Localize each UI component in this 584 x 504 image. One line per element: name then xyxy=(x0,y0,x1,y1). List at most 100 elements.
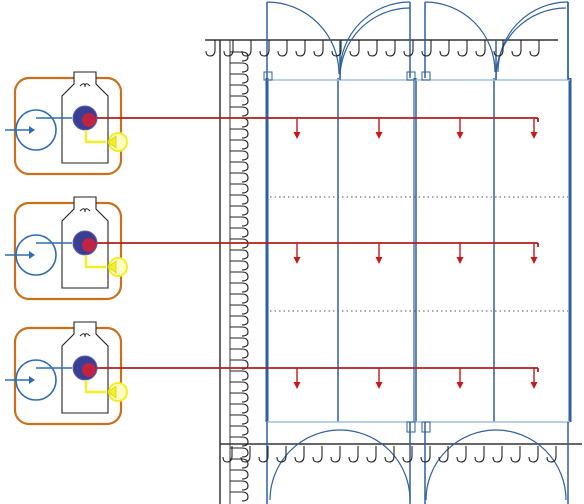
unit-group xyxy=(5,71,128,426)
hook-icon xyxy=(294,446,305,463)
hook-icon xyxy=(230,227,249,238)
hook-icon xyxy=(230,183,249,194)
hook-icon xyxy=(529,40,540,57)
hook-icon xyxy=(230,51,249,62)
dropper xyxy=(530,368,538,389)
fan-duct xyxy=(84,130,106,144)
arrow-down-icon xyxy=(375,257,383,264)
arrow-down-icon xyxy=(530,382,538,389)
door-swing xyxy=(497,1,569,73)
supply-lines xyxy=(97,117,539,389)
hook-icon xyxy=(366,446,377,463)
dropper xyxy=(530,118,538,139)
blower-arrow xyxy=(107,135,117,149)
hook-icon xyxy=(230,139,249,150)
hook-icon xyxy=(230,381,249,392)
door-swing-bottom xyxy=(425,429,497,501)
dropper xyxy=(375,118,383,139)
dropper xyxy=(293,243,301,264)
hook-icon xyxy=(330,446,341,463)
hook-rows xyxy=(205,40,557,502)
hook-icon xyxy=(230,337,249,348)
arrow-right-icon xyxy=(29,126,35,134)
hook-icon xyxy=(546,446,557,463)
hook-icon xyxy=(230,414,249,425)
hook-icon xyxy=(230,370,249,381)
blower-arrow xyxy=(107,260,117,274)
hook-icon xyxy=(230,117,249,128)
dropper xyxy=(293,368,301,389)
hook-icon xyxy=(230,458,249,469)
hook-icon xyxy=(230,172,249,183)
hook-icon xyxy=(474,446,485,463)
hook-icon xyxy=(205,40,216,57)
fan-icon xyxy=(79,83,91,88)
door-bracket xyxy=(263,71,273,81)
hook-icon xyxy=(493,40,504,57)
hook-icon xyxy=(240,446,251,463)
arrow-down-icon xyxy=(375,382,383,389)
hook-icon xyxy=(230,447,249,458)
dropper xyxy=(456,118,464,139)
hook-icon xyxy=(384,446,395,463)
door-bracket xyxy=(421,71,431,81)
fan-icon xyxy=(79,333,91,338)
fan-duct xyxy=(84,255,106,269)
dropper xyxy=(456,243,464,264)
arrow-down-icon xyxy=(456,382,464,389)
arrow-right-icon xyxy=(29,376,35,384)
hook-icon xyxy=(439,40,450,57)
hook-icon xyxy=(230,436,249,447)
hook-icon xyxy=(348,446,359,463)
hook-icon xyxy=(457,40,468,57)
hook-icon xyxy=(230,403,249,414)
hook-icon xyxy=(230,392,249,403)
hook-icon xyxy=(230,425,249,436)
hook-icon xyxy=(312,446,323,463)
hook-icon xyxy=(230,95,249,106)
door-swing-bottom xyxy=(495,429,567,501)
dropper xyxy=(456,368,464,389)
dropper xyxy=(293,118,301,139)
hook-icon xyxy=(259,40,270,57)
hook-icon xyxy=(456,446,467,463)
hook-icon xyxy=(230,271,249,282)
hook-icon xyxy=(223,40,234,57)
door-swing xyxy=(339,7,411,79)
door-swing xyxy=(266,1,340,75)
arrow-down-icon xyxy=(456,257,464,264)
door-top xyxy=(424,1,496,78)
hook-icon xyxy=(295,40,306,57)
hook-icon xyxy=(230,469,249,480)
hook-icon xyxy=(230,73,249,84)
hook-icon xyxy=(230,84,249,95)
door-swing-bottom xyxy=(269,429,341,501)
hook-icon xyxy=(230,491,249,502)
hook-icon xyxy=(230,106,249,117)
door-bracket xyxy=(406,71,416,81)
door-bracket xyxy=(421,421,431,433)
hook-icon xyxy=(230,161,249,172)
hook-icon xyxy=(230,238,249,249)
hook-icon xyxy=(230,304,249,315)
hook-icon xyxy=(230,216,249,227)
dropper xyxy=(375,368,383,389)
hook-icon xyxy=(511,40,522,57)
motor-core xyxy=(82,363,96,377)
unit-frame xyxy=(13,326,123,426)
hook-icon xyxy=(331,40,342,57)
hook-icon xyxy=(276,446,287,463)
hook-icon xyxy=(230,480,249,491)
fan-duct xyxy=(84,380,106,394)
arrow-down-icon xyxy=(530,257,538,264)
hook-icon xyxy=(385,40,396,57)
door-bracket xyxy=(406,421,416,433)
hook-icon xyxy=(222,446,233,463)
hook-icon xyxy=(230,293,249,304)
hook-icon xyxy=(403,40,414,57)
door-top xyxy=(266,1,340,78)
hook-icon xyxy=(438,446,449,463)
door-swing-bottom xyxy=(339,429,411,501)
unit-frame xyxy=(13,201,123,301)
